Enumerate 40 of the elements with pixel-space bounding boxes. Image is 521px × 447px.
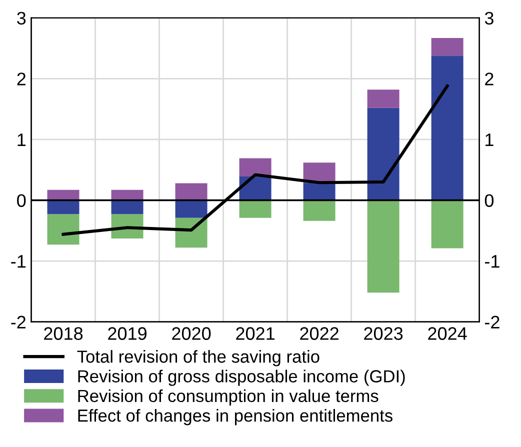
bar bbox=[367, 108, 400, 200]
bar bbox=[239, 158, 272, 177]
y2-tick-label: 2 bbox=[485, 72, 494, 86]
y-tick-label: 1 bbox=[18, 134, 26, 146]
y-tick-label: -1 bbox=[11, 255, 26, 268]
bar bbox=[175, 183, 208, 200]
bar bbox=[47, 200, 80, 214]
bar bbox=[47, 190, 80, 200]
y-tick-label: 0 bbox=[17, 194, 26, 207]
legend-label: Effect of changes in pension entitlements bbox=[78, 409, 392, 426]
y2-tick-label: -1 bbox=[484, 255, 500, 268]
bar bbox=[47, 214, 80, 245]
y2-tick-label: 3 bbox=[484, 12, 494, 25]
x-tick-label: 2021 bbox=[236, 327, 274, 340]
y2-tick-label: 0 bbox=[484, 194, 494, 207]
bar bbox=[175, 200, 208, 218]
bar bbox=[367, 200, 400, 293]
bar bbox=[303, 162, 336, 183]
bar bbox=[111, 190, 144, 200]
x-tick-label: 2024 bbox=[428, 327, 467, 340]
bar bbox=[431, 200, 464, 248]
x-tick-label: 2019 bbox=[108, 327, 146, 340]
bar bbox=[431, 38, 464, 56]
legend-label: Revision of consumption in value terms bbox=[78, 389, 378, 406]
y-tick-label: 2 bbox=[17, 72, 26, 86]
x-tick-label: 2018 bbox=[44, 327, 83, 340]
legend-label: Total revision of the saving ratio bbox=[77, 350, 320, 366]
bar bbox=[239, 200, 272, 218]
bar bbox=[111, 200, 144, 214]
y-tick-label: -2 bbox=[11, 316, 26, 328]
bar bbox=[431, 56, 464, 200]
bar bbox=[303, 200, 336, 221]
x-tick-label: 2020 bbox=[172, 327, 211, 340]
x-tick-label: 2023 bbox=[364, 327, 403, 340]
legend-label: Revision of gross disposable income (GDI) bbox=[78, 370, 405, 386]
y-tick-label: 3 bbox=[17, 12, 26, 25]
y2-tick-label: -2 bbox=[484, 316, 500, 328]
x-tick-label: 2022 bbox=[300, 327, 338, 340]
bar bbox=[367, 90, 400, 108]
y2-tick-label: 1 bbox=[486, 134, 494, 146]
